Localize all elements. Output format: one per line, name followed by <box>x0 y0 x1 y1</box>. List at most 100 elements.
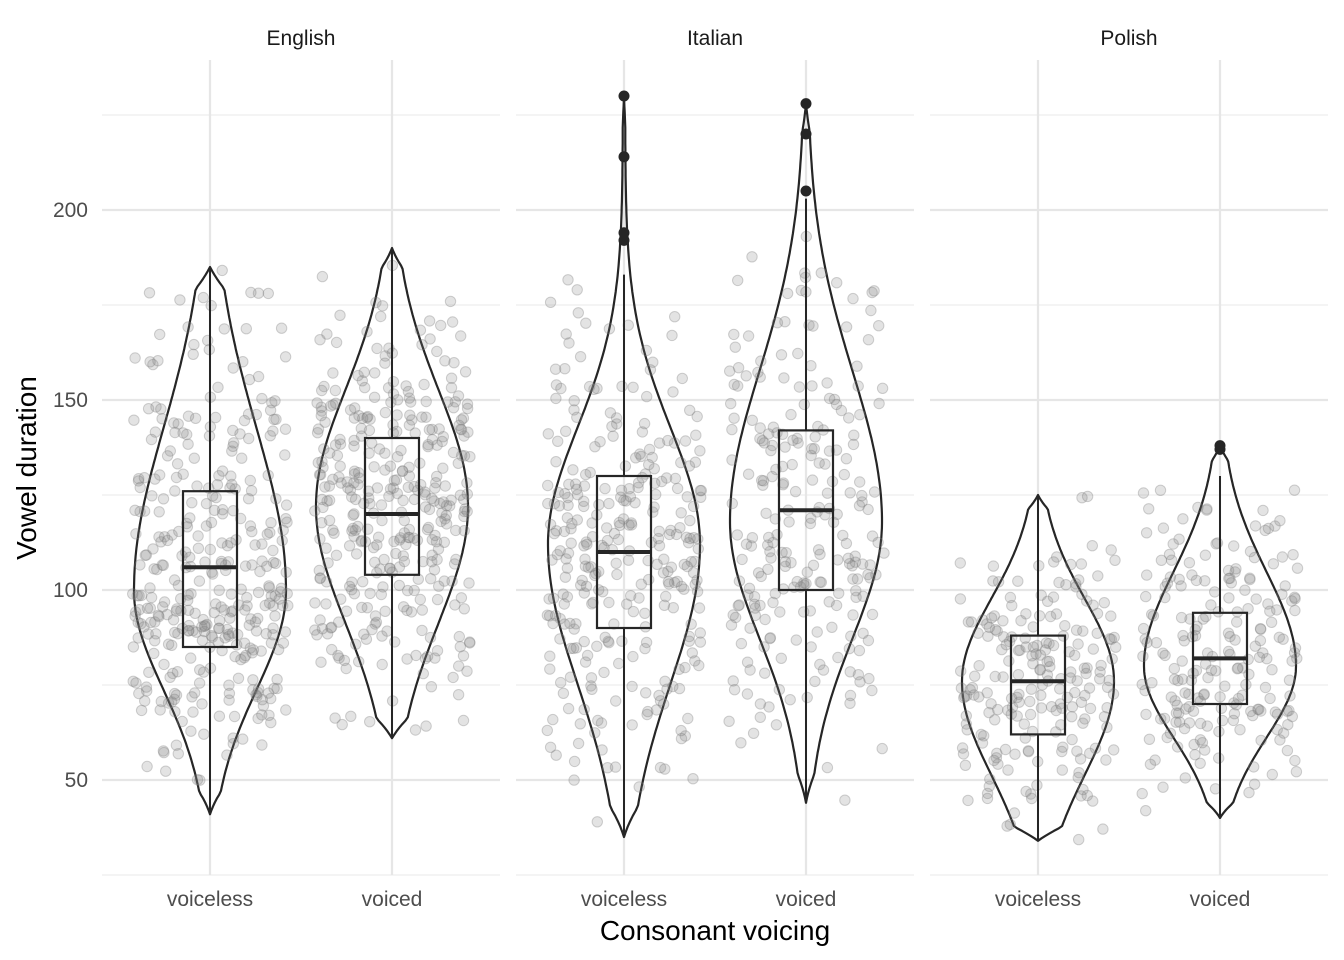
data-point <box>370 616 383 628</box>
data-point <box>264 526 276 539</box>
data-point <box>347 522 359 535</box>
data-point <box>277 599 289 612</box>
data-point <box>280 566 292 578</box>
iqr-box <box>1009 634 1067 736</box>
data-point <box>1081 789 1094 802</box>
data-point <box>792 437 804 449</box>
data-point <box>271 673 283 686</box>
data-point <box>752 366 764 378</box>
data-point <box>1289 604 1301 617</box>
data-point <box>393 561 406 573</box>
data-point <box>267 600 279 612</box>
data-point <box>1084 747 1096 759</box>
data-point <box>245 286 257 299</box>
data-point <box>622 554 635 566</box>
data-point <box>1080 667 1092 680</box>
data-point <box>1069 649 1081 661</box>
data-point <box>349 402 361 414</box>
data-point <box>420 395 432 408</box>
data-point <box>454 641 466 653</box>
data-point <box>1175 580 1187 592</box>
data-point <box>426 556 438 568</box>
data-point <box>379 406 392 419</box>
data-point <box>1234 724 1246 736</box>
data-point <box>675 456 687 469</box>
data-point <box>654 695 667 707</box>
data-point <box>418 378 430 391</box>
data-point <box>323 494 336 506</box>
data-point <box>280 704 292 716</box>
data-point <box>265 716 277 729</box>
data-point <box>189 607 201 619</box>
data-point <box>226 478 238 491</box>
data-point <box>216 264 228 277</box>
data-point <box>1065 558 1077 571</box>
data-point <box>763 531 775 544</box>
data-point <box>807 320 819 332</box>
data-point <box>364 413 376 425</box>
data-point <box>732 600 744 612</box>
data-point <box>1266 664 1278 676</box>
data-point <box>767 596 779 609</box>
data-point <box>367 541 380 554</box>
data-point <box>252 612 264 625</box>
data-point <box>1244 572 1256 584</box>
data-point <box>558 525 571 538</box>
data-point <box>1105 610 1117 622</box>
data-point <box>1289 754 1301 767</box>
data-point <box>1012 669 1025 681</box>
data-point <box>1074 753 1087 765</box>
data-point <box>376 514 388 527</box>
data-point <box>194 774 206 786</box>
data-point <box>127 675 139 687</box>
data-point <box>327 367 339 379</box>
data-point <box>679 435 692 447</box>
data-point <box>438 536 450 548</box>
data-point <box>352 369 364 382</box>
data-point <box>758 641 770 653</box>
data-point <box>455 330 467 342</box>
data-point <box>130 606 142 618</box>
data-point <box>659 763 671 775</box>
data-point <box>445 382 458 394</box>
data-point <box>260 628 272 640</box>
data-point <box>619 460 632 472</box>
data-point <box>435 319 447 332</box>
data-point <box>723 715 735 727</box>
data-point <box>1101 721 1113 733</box>
data-point <box>197 613 209 626</box>
data-point <box>201 618 213 631</box>
data-point <box>569 478 582 490</box>
data-point <box>457 412 470 424</box>
data-point <box>317 501 329 514</box>
data-point <box>280 513 292 525</box>
data-point <box>562 274 574 286</box>
data-point <box>868 285 880 297</box>
data-point <box>635 450 647 463</box>
data-point <box>1228 708 1241 720</box>
data-point <box>849 556 862 568</box>
data-point <box>587 596 599 609</box>
data-point <box>562 499 574 511</box>
data-point <box>218 323 231 335</box>
data-point <box>1159 591 1171 604</box>
data-point <box>431 593 444 606</box>
data-point <box>1071 745 1083 757</box>
data-point <box>187 706 199 718</box>
data-point <box>625 517 637 529</box>
data-point <box>243 373 256 386</box>
data-point <box>667 386 679 398</box>
data-point <box>1165 691 1178 703</box>
data-point <box>756 435 769 447</box>
data-point <box>168 417 180 429</box>
data-point <box>213 470 225 482</box>
data-point <box>603 323 616 335</box>
data-point <box>429 482 441 494</box>
data-point <box>973 691 985 703</box>
data-point <box>601 762 614 774</box>
data-point <box>639 621 652 633</box>
data-point <box>176 715 188 728</box>
data-point <box>780 547 792 559</box>
data-point <box>691 585 704 598</box>
data-point <box>431 553 443 566</box>
